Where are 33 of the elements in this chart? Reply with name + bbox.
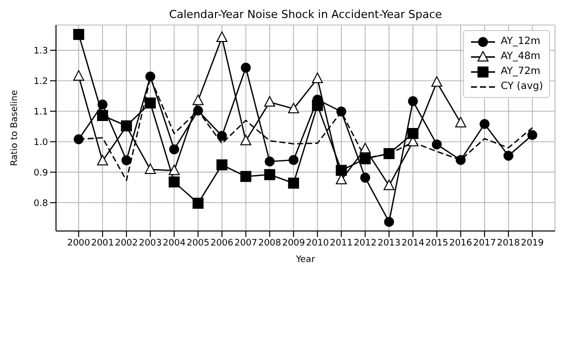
chart-title: Calendar-Year Noise Shock in Accident-Year Space bbox=[168, 8, 443, 21]
y-tick-label: 1.2 bbox=[34, 76, 48, 87]
legend-label: AY_48m bbox=[500, 51, 540, 62]
x-tick-label: 2003 bbox=[138, 238, 162, 248]
x-tick-label: 2007 bbox=[234, 238, 258, 248]
x-tick-label: 2002 bbox=[114, 238, 138, 248]
x-tick-label: 2013 bbox=[378, 238, 401, 248]
x-axis-title: Year bbox=[294, 255, 316, 265]
x-tick-label: 2018 bbox=[496, 238, 520, 248]
y-tick-label: 1.0 bbox=[34, 138, 48, 148]
y-tick-label: 1.1 bbox=[34, 107, 48, 118]
legend-label: AY_72m bbox=[500, 66, 540, 77]
x-tick-label: 2019 bbox=[520, 238, 544, 248]
x-tick-label: 2017 bbox=[473, 238, 496, 248]
x-tick-label: 2014 bbox=[401, 238, 425, 248]
x-tick-label: 2008 bbox=[258, 238, 282, 248]
x-tick-label: 2005 bbox=[186, 238, 210, 248]
x-tick-label: 2004 bbox=[162, 238, 186, 248]
x-tick-label: 2016 bbox=[449, 238, 472, 248]
x-tick-label: 2006 bbox=[210, 238, 234, 248]
y-axis-title: Ratio to Baseline bbox=[10, 90, 20, 166]
x-tick-label: 2000 bbox=[67, 238, 90, 248]
y-tick-label: 1.3 bbox=[34, 46, 48, 56]
x-tick-label: 2001 bbox=[91, 238, 114, 248]
y-tick-label: 0.8 bbox=[34, 198, 48, 209]
legend-label: AY_12m bbox=[500, 36, 540, 47]
x-tick-label: 2010 bbox=[306, 238, 330, 248]
y-tick-label: 0.9 bbox=[34, 168, 48, 178]
x-tick-label: 2011 bbox=[330, 238, 353, 248]
x-tick-label: 2012 bbox=[354, 238, 377, 248]
x-tick-label: 2015 bbox=[425, 238, 448, 248]
x-tick-label: 2009 bbox=[282, 238, 306, 248]
legend-label: CY (avg) bbox=[500, 81, 543, 92]
